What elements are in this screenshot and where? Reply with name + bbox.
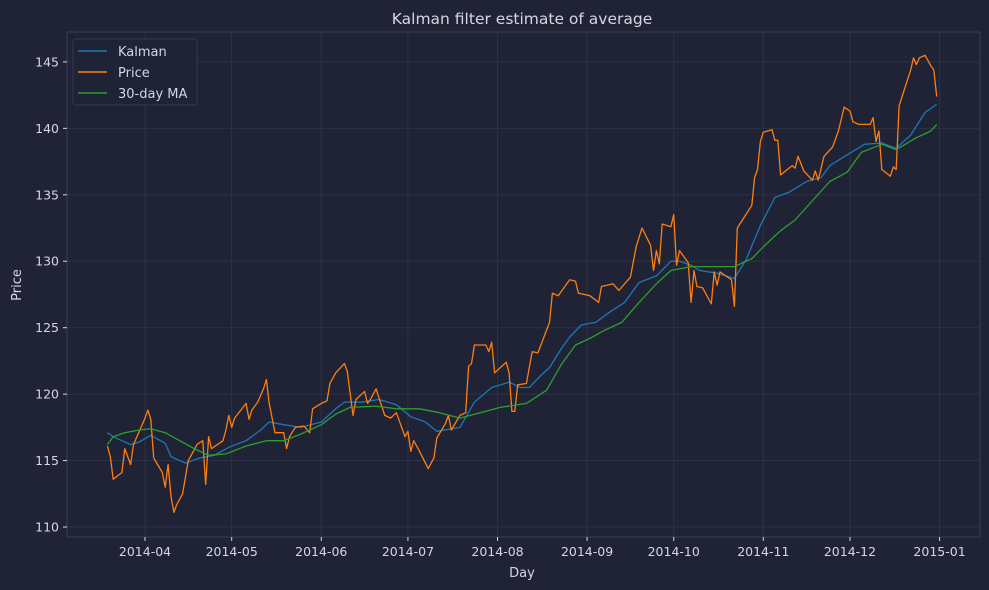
y-tick-label: 120 — [35, 387, 59, 402]
legend-label-kalman: Kalman — [118, 45, 167, 60]
y-axis-label: Price — [10, 269, 25, 301]
series-line-30-day-ma — [106, 123, 938, 456]
x-tick-label: 2014-08 — [471, 544, 523, 559]
y-tick-label: 115 — [35, 453, 59, 468]
x-tick-label: 2015-01 — [913, 544, 965, 559]
series-lines — [106, 54, 938, 514]
y-tick-label: 130 — [35, 254, 59, 269]
x-tick-label: 2014-12 — [824, 544, 876, 559]
y-tick-label: 145 — [35, 54, 59, 69]
x-axis-label: Day — [509, 566, 535, 581]
series-line-price — [106, 54, 938, 514]
legend-box — [72, 38, 198, 106]
plot-frame — [66, 31, 981, 538]
x-tick-label: 2014-05 — [206, 544, 258, 559]
ticks: 2014-04 2014-05 2014-06 2014-07 2014-08 2014-… — [35, 54, 966, 559]
y-tick-label: 140 — [35, 121, 59, 136]
legend-label-ma: 30-day MA — [118, 87, 187, 102]
y-tick-label: 125 — [35, 320, 59, 335]
x-tick-label: 2014-07 — [382, 544, 434, 559]
y-tick-label: 110 — [35, 520, 59, 535]
x-tick-label: 2014-04 — [119, 544, 171, 559]
y-tick-label: 135 — [35, 187, 59, 202]
legend: Kalman Price 30-day MA — [72, 38, 198, 106]
legend-label-price: Price — [118, 66, 150, 81]
x-tick-label: 2014-11 — [737, 544, 789, 559]
chart-title: Kalman filter estimate of average — [392, 10, 652, 28]
grid — [67, 32, 980, 537]
x-tick-label: 2014-10 — [648, 544, 700, 559]
x-tick-label: 2014-06 — [295, 544, 347, 559]
x-tick-label: 2014-09 — [561, 544, 613, 559]
series-line-kalman — [107, 103, 938, 464]
